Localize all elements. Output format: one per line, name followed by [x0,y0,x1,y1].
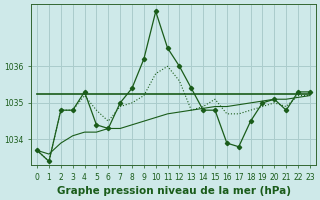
X-axis label: Graphe pression niveau de la mer (hPa): Graphe pression niveau de la mer (hPa) [57,186,291,196]
